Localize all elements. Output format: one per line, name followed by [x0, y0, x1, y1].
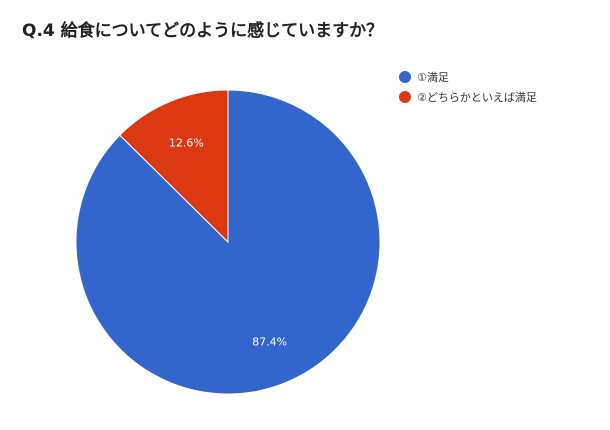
- slice-label-2: 12.6%: [169, 136, 204, 149]
- pie-slices: [75, 89, 381, 395]
- legend-label-1: ①満足: [417, 71, 449, 84]
- legend-label-2: ②どちらかといえば満足: [417, 91, 537, 104]
- legend-marker-1: [399, 71, 411, 83]
- legend-marker-2: [399, 91, 411, 103]
- slice-label-1: 87.4%: [252, 336, 287, 349]
- pie-slice-2: [119, 89, 229, 244]
- chart-title: Q.4 給食についてどのように感じていますか？: [22, 20, 383, 41]
- legend: ①満足 ②どちらかといえば満足: [399, 71, 537, 104]
- slice-labels: 87.4% 12.6%: [169, 136, 287, 348]
